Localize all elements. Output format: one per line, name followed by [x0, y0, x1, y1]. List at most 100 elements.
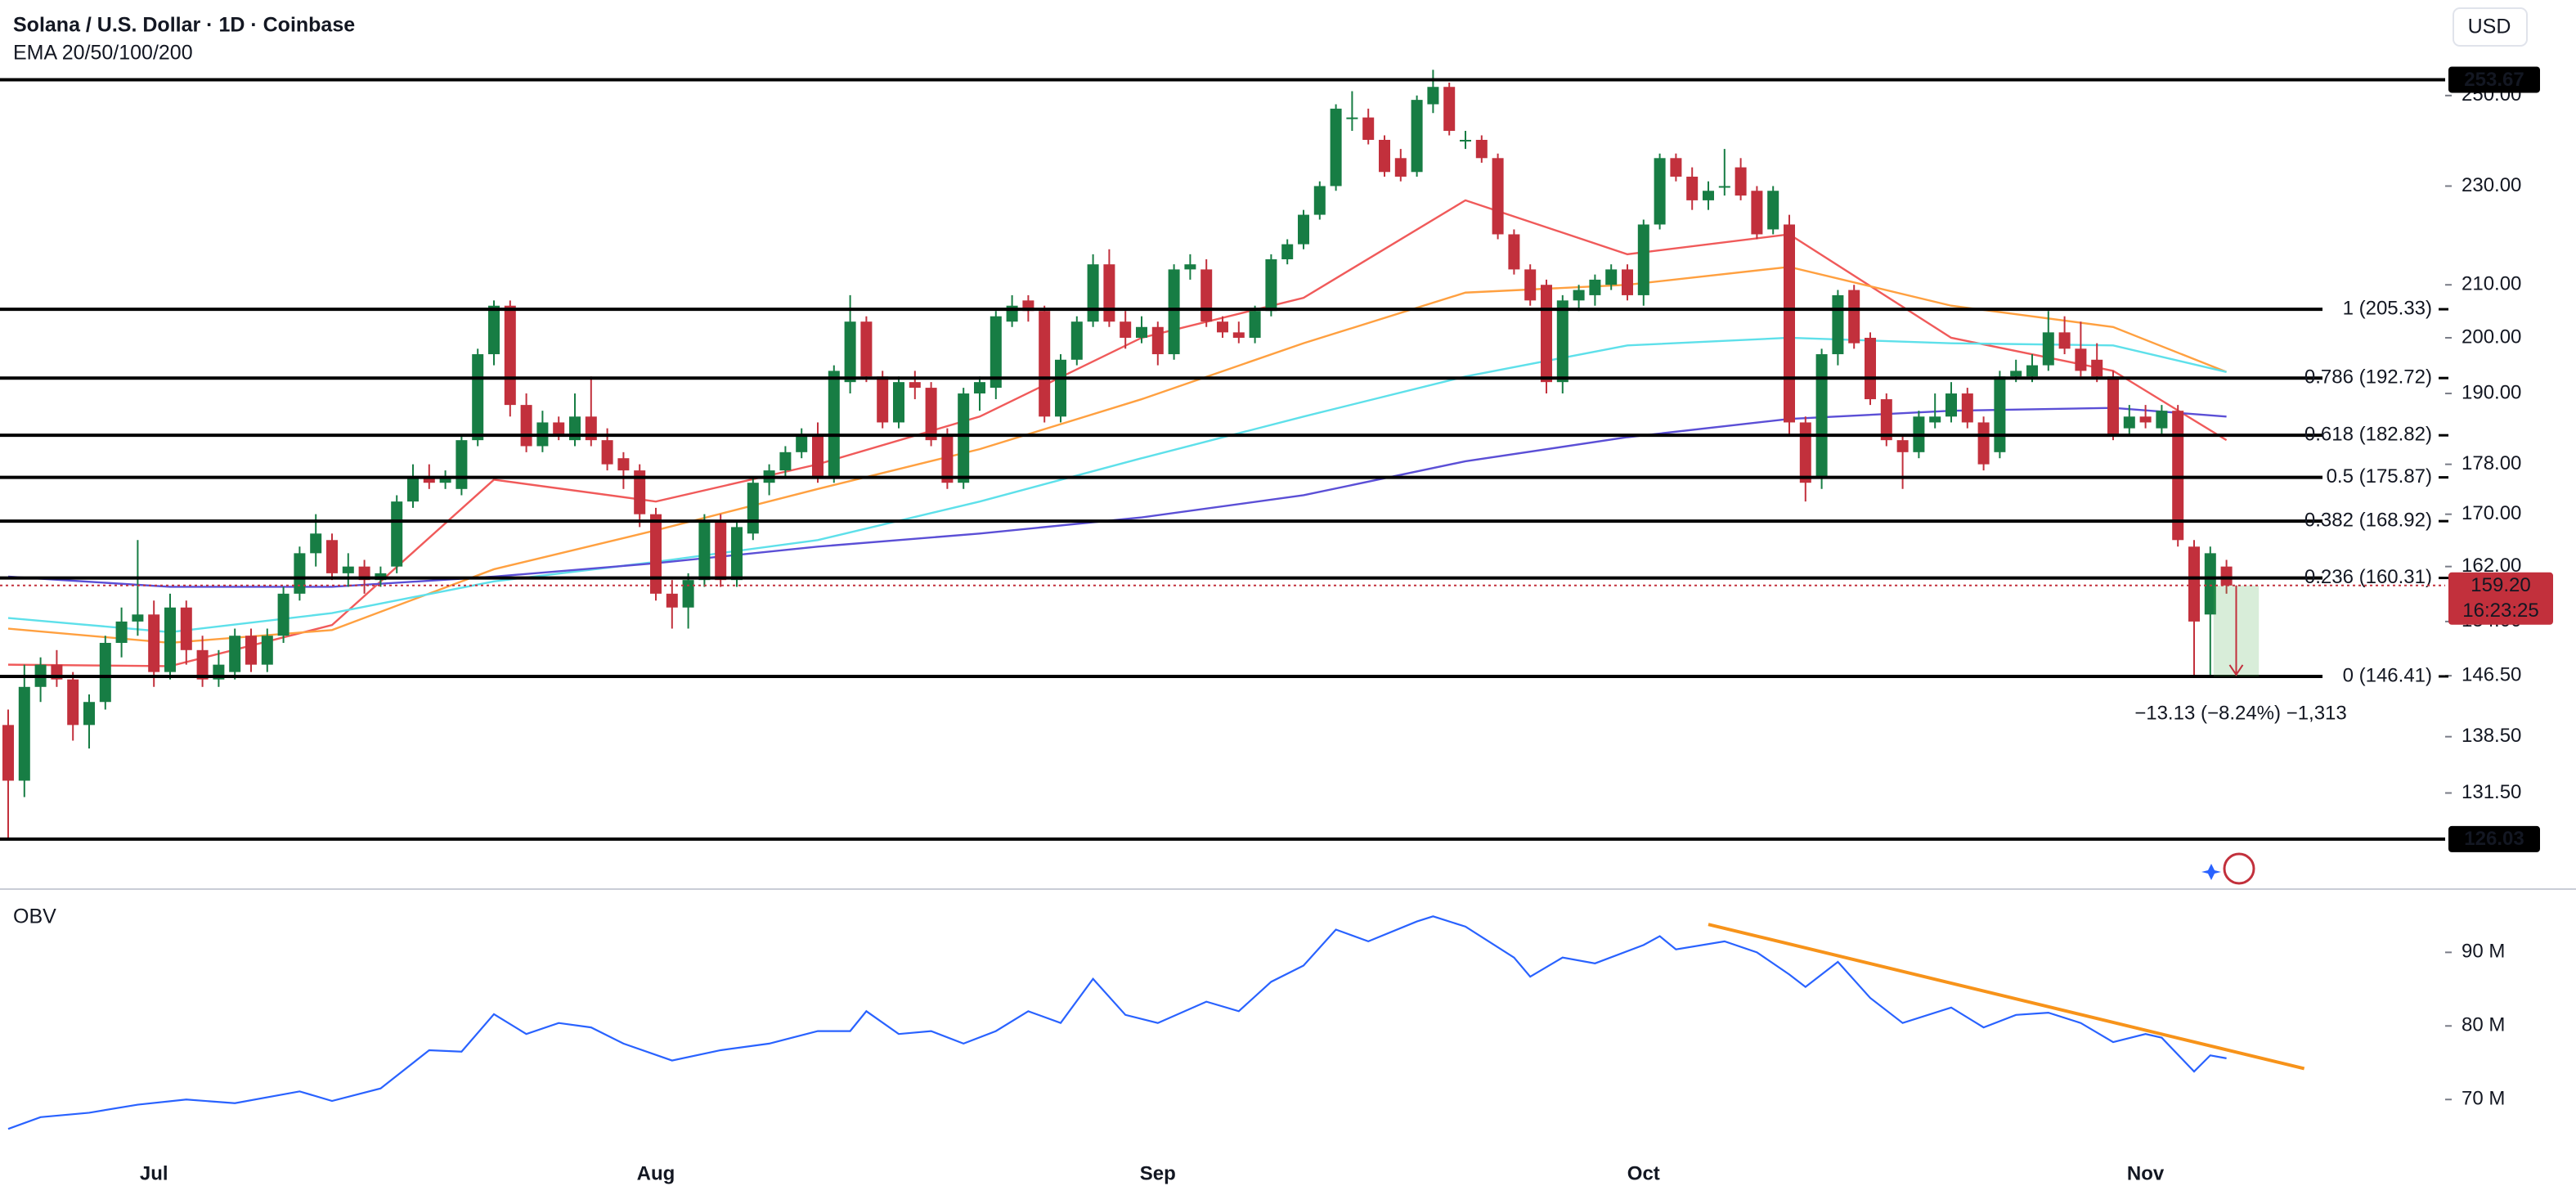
candle-body: [310, 533, 322, 554]
y-tick-label: 178.00: [2462, 452, 2521, 474]
candle-body: [779, 452, 792, 471]
candle-body: [1281, 244, 1294, 259]
candle-body: [261, 636, 273, 665]
candle-body: [1379, 139, 1390, 173]
currency-label[interactable]: USD: [2468, 16, 2511, 38]
candle-body: [1330, 108, 1342, 186]
candle-body: [2172, 411, 2184, 541]
measure-arrowhead: [2228, 664, 2244, 676]
indicator-label: EMA 20/50/100/200: [13, 42, 193, 65]
candle-body: [1136, 326, 1147, 338]
obv-trendline: [1708, 923, 2305, 1071]
candle-body: [1394, 158, 1407, 177]
candle-body: [2042, 332, 2054, 366]
x-tick-label: Jul: [140, 1162, 168, 1184]
y-tick-label: 70 M: [2462, 1088, 2505, 1110]
candle-body: [1556, 300, 1568, 383]
candle-body: [1103, 264, 1115, 322]
range-label: 126.03: [2464, 828, 2524, 850]
y-tick-label: 146.50: [2462, 663, 2521, 685]
candle-body: [148, 614, 160, 672]
candle-body: [1168, 269, 1180, 355]
candle-body: [1087, 264, 1099, 322]
candle-body: [1945, 393, 1957, 417]
candle-body: [1589, 279, 1601, 295]
candle-body: [2010, 371, 2022, 377]
x-tick-label: Aug: [637, 1162, 675, 1184]
symbol-title: Solana / U.S. Dollar · 1D · Coinbase: [13, 14, 355, 37]
x-tick-label: Nov: [2127, 1162, 2165, 1184]
candle-body: [2156, 411, 2168, 429]
candle-body: [909, 382, 921, 389]
currency-button[interactable]: [2453, 7, 2528, 47]
candle-body: [342, 566, 354, 573]
candle-body: [893, 382, 904, 423]
obv-line: [7, 915, 2227, 1130]
candle-body: [1475, 139, 1488, 159]
ema-line: [7, 407, 2227, 588]
candle-body: [601, 440, 613, 465]
candle-body: [796, 434, 808, 452]
candle-body: [2026, 365, 2038, 377]
candle-body: [1832, 294, 1844, 355]
candle-body: [2058, 332, 2071, 349]
range-label-box: [2448, 66, 2540, 93]
candle-body: [1799, 422, 1811, 483]
candle-body: [1184, 264, 1196, 270]
candle-body: [1735, 167, 1747, 196]
y-tick-label: 200.00: [2462, 326, 2521, 348]
candle-body: [650, 514, 662, 594]
event-icons: [2201, 852, 2255, 885]
candle-body: [715, 520, 727, 581]
candle-body: [2, 725, 14, 781]
candle-body: [1896, 440, 1909, 452]
candle-body: [2107, 376, 2119, 434]
candle-body: [229, 636, 241, 672]
candle-body: [1670, 158, 1682, 177]
candle-body: [877, 376, 889, 423]
candle-body: [634, 470, 646, 514]
candle-body: [844, 321, 856, 383]
fib-label: 0.5 (175.87): [2327, 465, 2432, 487]
candle-body: [553, 422, 565, 434]
fib-label: 0 (146.41): [2343, 664, 2432, 686]
countdown-label: 16:23:25: [2462, 600, 2538, 622]
candle-body: [294, 553, 306, 594]
candle-body: [958, 393, 970, 483]
y-tick-label: 138.50: [2462, 725, 2521, 747]
last-price-box: [2448, 572, 2553, 625]
candle-body: [1751, 191, 1763, 235]
candle-body: [812, 434, 824, 477]
candle-body: [1654, 158, 1666, 225]
candle-body: [520, 405, 532, 447]
candle-body: [164, 607, 176, 672]
candle-body: [472, 354, 484, 441]
candle-body: [196, 649, 209, 680]
fib-label: 0.236 (160.31): [2304, 566, 2432, 588]
candle-body: [1815, 354, 1828, 477]
candle-body: [666, 593, 678, 608]
candle-body: [2188, 546, 2200, 622]
candle-body: [439, 476, 451, 483]
candle-body: [1265, 258, 1277, 312]
candle-body: [1055, 359, 1066, 417]
candle-body: [1232, 332, 1245, 338]
candle-body: [1573, 290, 1585, 301]
candle-body: [2123, 416, 2135, 429]
candle-body: [1151, 326, 1164, 355]
candle-body: [2075, 348, 2087, 371]
candle-body: [1460, 139, 1471, 142]
candle-body: [698, 520, 711, 581]
candle-body: [1249, 311, 1261, 338]
candle-body: [456, 440, 468, 489]
y-tick-label: 190.00: [2462, 381, 2521, 403]
candle-body: [731, 527, 743, 581]
last-price-label: 159.20: [2471, 574, 2530, 596]
event-icon: [2201, 864, 2221, 880]
candle-body: [1622, 269, 1633, 295]
candle-body: [1427, 87, 1439, 105]
candle-body: [1784, 224, 1795, 423]
candle-body: [1767, 191, 1779, 230]
